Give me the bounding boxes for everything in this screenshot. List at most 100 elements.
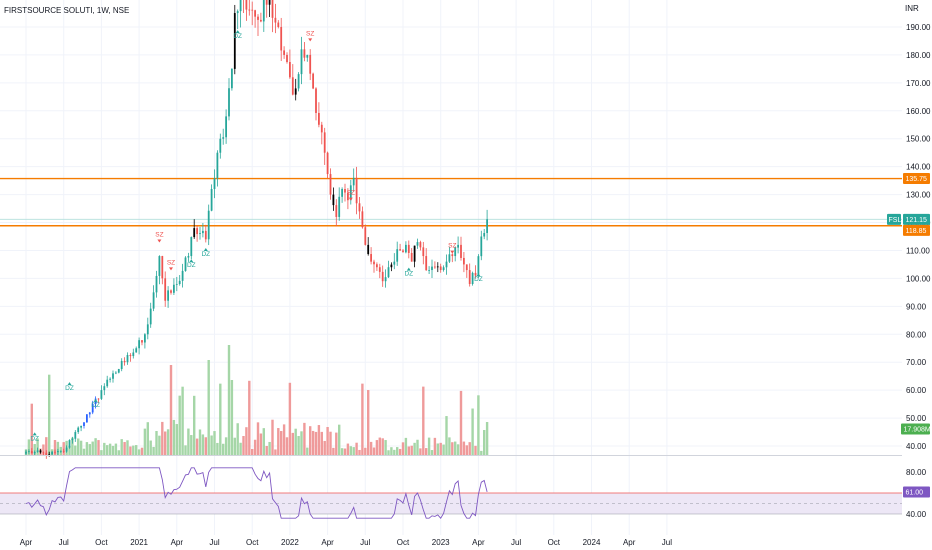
candle [297, 72, 300, 92]
zone-marker: SZ [167, 259, 175, 266]
volume-bar [178, 395, 181, 455]
volume-bar [456, 444, 460, 455]
zone-arrow [406, 267, 411, 271]
candles[interactable] [25, 0, 488, 459]
candle-body [30, 451, 33, 454]
candle [254, 9, 256, 28]
candle-body [303, 49, 306, 58]
candle-body [231, 68, 233, 89]
candle-body [289, 62, 291, 78]
candle-body [144, 334, 146, 343]
volume-bar [271, 419, 274, 455]
candle [291, 64, 294, 96]
candle-body [468, 270, 471, 284]
volume-bar [294, 428, 297, 455]
candle-body [347, 192, 349, 201]
zone-arrow [93, 398, 98, 402]
last-price-tag-bg [903, 213, 930, 225]
volume-bar [340, 448, 344, 455]
candle-body [71, 438, 74, 441]
candle [132, 348, 135, 359]
candle-body [378, 267, 381, 272]
zone-marker: DZ [201, 251, 210, 258]
candle-body [213, 178, 216, 190]
candle-body [439, 266, 442, 271]
candle [225, 109, 227, 144]
candle [86, 413, 88, 423]
volume-bar [262, 428, 265, 455]
candle-body [323, 132, 326, 153]
candle-body [184, 257, 187, 271]
zone-marker: DZ [187, 262, 196, 269]
candle-body [274, 17, 277, 23]
volume-bar [195, 438, 199, 455]
candle-body [320, 124, 323, 133]
candle [289, 49, 291, 79]
candle-body [54, 451, 56, 453]
candle [332, 187, 335, 211]
candle-body [465, 264, 468, 271]
volume-bar [106, 445, 109, 455]
zone-marker: SZ [347, 190, 355, 197]
candle-body [364, 227, 367, 245]
volume-bar [280, 431, 283, 455]
volume-bar [369, 441, 373, 455]
candle [45, 450, 48, 459]
volume-bar [323, 440, 326, 455]
candle-body [399, 249, 401, 251]
volume-bar [146, 422, 149, 455]
volume-bar [207, 360, 210, 455]
candle [228, 78, 230, 121]
candle-body [390, 264, 393, 268]
volume-bar [187, 428, 190, 455]
candle-body [265, 0, 268, 5]
volume-bar [48, 374, 51, 455]
volume-bar [30, 403, 33, 455]
candle [460, 236, 462, 261]
candle-body [170, 290, 172, 293]
candle-body [329, 174, 332, 195]
candle-body [132, 352, 135, 357]
volume-bar [114, 443, 118, 455]
price-tick-label: 140.00 [906, 163, 931, 172]
candle [106, 375, 109, 388]
volume-bar [480, 450, 483, 455]
zone-marker: SZ [155, 232, 163, 239]
time-tick-label: 2021 [130, 538, 148, 547]
candle [178, 275, 181, 286]
price-tick-label: 180.00 [906, 51, 931, 60]
volume-bar [306, 447, 309, 455]
volume-bar [332, 447, 335, 455]
candle [68, 439, 71, 449]
candle-body [460, 244, 462, 258]
zone-arrow [157, 239, 162, 243]
volume-bar [309, 426, 312, 455]
volume-bar [190, 435, 193, 455]
candle-body [396, 249, 399, 262]
volume-bar [210, 435, 213, 455]
candle-body [141, 340, 143, 343]
volume-bar [407, 446, 410, 455]
time-tick-label: Jul [511, 538, 521, 547]
volume-bar [430, 450, 434, 455]
candle-body [367, 244, 370, 255]
candle-body [175, 283, 178, 285]
volume-bar [422, 386, 425, 455]
candle-body [117, 369, 120, 373]
time-tick-label: 2024 [583, 538, 601, 547]
level-tag-bg [903, 173, 930, 185]
candle [158, 255, 161, 285]
candle [486, 209, 488, 241]
candle-body [152, 292, 155, 309]
volume-bar [242, 436, 245, 455]
volume-bar [213, 431, 216, 455]
volume-bar [158, 435, 161, 455]
zone-arrow [32, 432, 37, 436]
volume-bar [248, 380, 251, 455]
candle-body [352, 177, 355, 186]
volume-bar [355, 442, 358, 455]
volume-bar [364, 447, 367, 455]
volume-bar [132, 445, 135, 455]
level-tag: 135.75 [906, 176, 928, 183]
